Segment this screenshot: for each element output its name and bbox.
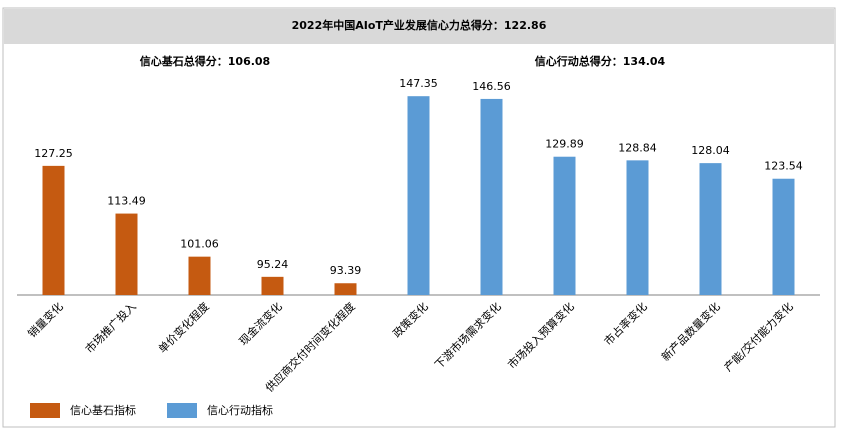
data-label: 101.06 (180, 238, 219, 251)
legend-label: 信心行动指标 (207, 403, 273, 417)
bar (480, 98, 503, 296)
title-banner (4, 9, 834, 44)
data-label: 129.89 (545, 138, 584, 151)
group-title: 信心行动总得分：134.04 (535, 54, 666, 68)
data-label: 123.54 (764, 160, 803, 173)
legend-swatch (30, 403, 60, 418)
data-label: 127.25 (34, 147, 73, 160)
bar (407, 96, 430, 295)
bar (553, 156, 576, 295)
data-label: 95.24 (257, 258, 289, 271)
bar (42, 165, 65, 295)
legend-swatch (167, 403, 197, 418)
bar (772, 178, 795, 295)
bar (188, 256, 211, 295)
legend-label: 信心基石指标 (70, 403, 136, 417)
bar (261, 276, 284, 295)
bar (699, 163, 722, 295)
bar (115, 213, 138, 295)
bar (626, 160, 649, 295)
data-label: 128.04 (691, 144, 730, 157)
group-title: 信心基石总得分：106.08 (140, 54, 270, 68)
bar (334, 283, 357, 295)
data-label: 93.39 (330, 264, 362, 277)
data-label: 147.35 (399, 77, 438, 90)
data-label: 146.56 (472, 80, 511, 93)
chart-title: 2022年中国AIoT产业发展信心力总得分：122.86 (292, 18, 547, 32)
data-label: 128.84 (618, 141, 657, 154)
data-label: 113.49 (107, 195, 146, 208)
